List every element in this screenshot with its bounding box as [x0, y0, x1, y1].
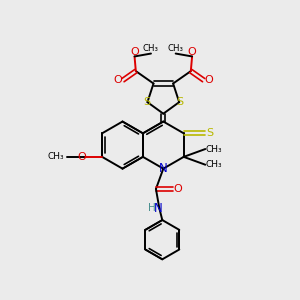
Text: CH₃: CH₃ [143, 44, 159, 53]
Text: CH₃: CH₃ [206, 160, 223, 169]
Text: CH₃: CH₃ [48, 152, 64, 161]
Text: N: N [159, 162, 168, 175]
Text: O: O [130, 46, 139, 56]
Text: O: O [77, 152, 86, 162]
Text: S: S [143, 97, 150, 107]
Text: CH₃: CH₃ [206, 145, 223, 154]
Text: O: O [114, 75, 122, 85]
Text: H: H [148, 203, 155, 213]
Text: CH₃: CH₃ [168, 44, 184, 53]
Text: O: O [188, 46, 197, 56]
Text: O: O [204, 75, 213, 85]
Text: N: N [154, 202, 163, 215]
Text: S: S [207, 128, 214, 138]
Text: S: S [177, 97, 184, 107]
Text: O: O [173, 184, 182, 194]
